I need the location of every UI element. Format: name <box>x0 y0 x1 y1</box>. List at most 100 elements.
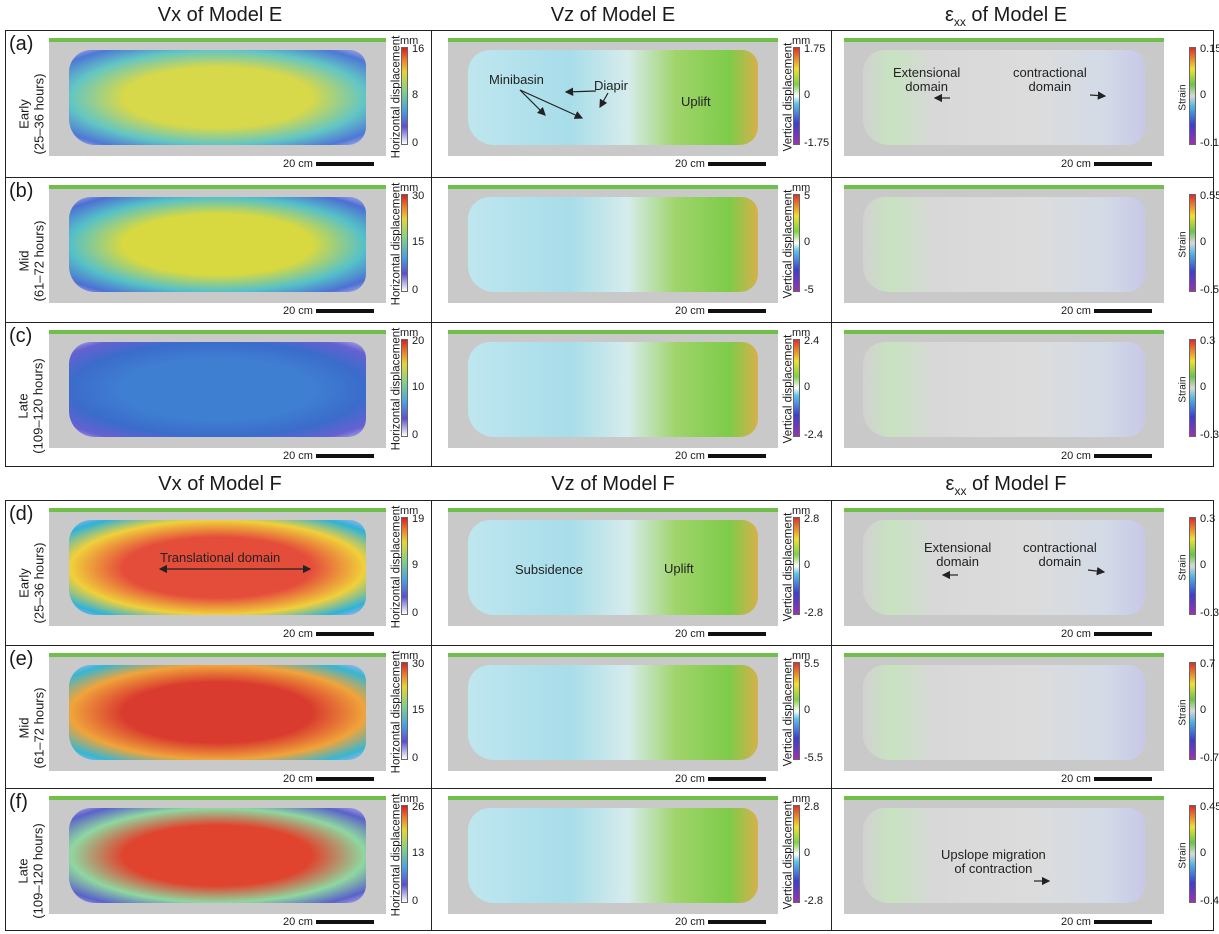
scale-line <box>707 309 766 313</box>
annotation-uplift-f: Uplift <box>664 561 694 576</box>
exx-axis-label: Strain <box>1176 796 1190 914</box>
stage-name: Late <box>16 858 31 884</box>
timestamp-bar <box>448 185 778 189</box>
colorbar-max: 16 <box>412 43 425 55</box>
colorbar-min: -0.7 <box>1200 752 1219 764</box>
exx-axis-label: Strain <box>1176 38 1190 156</box>
divider <box>431 31 432 466</box>
vx-map <box>49 185 386 303</box>
scale-label: 20 cm <box>1061 773 1091 785</box>
vz-map <box>448 330 778 448</box>
unit-label: mm <box>792 505 811 517</box>
title-exx-symbol: ε <box>944 4 954 26</box>
row-stage-label: Early (25–36 hours) <box>12 53 50 175</box>
scale-label: 20 cm <box>283 628 313 640</box>
stage-name: Mid <box>16 250 32 271</box>
vz-map <box>448 185 778 303</box>
colorbar-min: -0.3 <box>1200 607 1219 619</box>
timestamp-bar <box>844 508 1164 512</box>
timestamp-bar <box>844 38 1164 42</box>
axis-label-text: Strain <box>1177 698 1189 726</box>
scale-line <box>315 632 374 636</box>
annotation-subsidence: Subsidence <box>515 562 583 577</box>
colorbar-mid: 10 <box>412 381 425 393</box>
model-surface <box>467 49 759 146</box>
row-e: (e) Mid (61–72 hours) 20 cm Horizontal displ… <box>6 645 1219 788</box>
model-surface <box>69 519 366 616</box>
vz-colorbar <box>793 662 800 760</box>
colorbar-max: 0.7 <box>1200 658 1216 670</box>
model-e-block: (a) Early (25–36 hours) 20 cm Horizontal dis… <box>5 30 1219 467</box>
annotation-translational: Translational domain <box>160 550 281 565</box>
row-b: (b) Mid (61–72 hours) 20 cm Horizontal displ… <box>6 177 1219 322</box>
divider <box>831 501 832 930</box>
annotation-uplift: Uplift <box>681 94 711 109</box>
colorbar-min: 0 <box>412 895 419 907</box>
vz-colorbar <box>793 339 800 437</box>
scale-label: 20 cm <box>1061 450 1091 462</box>
scale-bar: 20 cm <box>1061 773 1152 785</box>
model-surface <box>69 49 366 146</box>
stage-hours: (61–72 hours) <box>31 220 47 301</box>
row-stage-label: Late (109–120 hours) <box>12 345 50 467</box>
unit-label: mm <box>400 505 419 517</box>
vz-map <box>448 38 778 156</box>
scale-label: 20 cm <box>675 450 705 462</box>
timestamp-bar <box>448 796 778 800</box>
annotation-line: of contraction <box>954 861 1033 876</box>
scale-label: 20 cm <box>1061 628 1091 640</box>
divider <box>431 501 432 930</box>
title-exx-rest: of Model E <box>965 4 1068 26</box>
row-stage-label: Early (25–36 hours) <box>12 523 50 643</box>
colorbar-max: 30 <box>412 658 425 670</box>
model-surface <box>69 196 366 293</box>
stage-hours: (109–120 hours) <box>31 358 46 454</box>
vz-colorbar <box>793 805 800 903</box>
row-a: (a) Early (25–36 hours) 20 cm Horizontal dis… <box>6 31 1219 177</box>
annotation-minibasin: Minibasin <box>489 72 544 87</box>
axis-label-text: Strain <box>1177 230 1189 258</box>
colorbar-mid: 8 <box>412 89 419 101</box>
scale-label: 20 cm <box>283 773 313 785</box>
axis-label-text: Strain <box>1177 841 1189 869</box>
vx-colorbar <box>401 47 408 145</box>
timestamp-bar <box>448 653 778 657</box>
annotation-contractional-e: contractional domain <box>1013 66 1087 94</box>
timestamp-bar <box>49 185 386 189</box>
annotation-contractional-f: contractional domain <box>1023 541 1097 569</box>
scale-line <box>315 920 374 924</box>
scale-label: 20 cm <box>675 773 705 785</box>
colorbar-max: 0.3 <box>1200 335 1216 347</box>
scale-label: 20 cm <box>283 158 313 170</box>
exx-colorbar <box>1189 47 1196 145</box>
timestamp-bar <box>844 653 1164 657</box>
stage-hours: (61–72 hours) <box>31 687 47 768</box>
colorbar-max: 30 <box>412 190 425 202</box>
annotation-line: domain <box>1038 554 1082 569</box>
title-exx-sub: xx <box>954 484 967 498</box>
vx-colorbar <box>401 662 408 760</box>
colorbar-min: 0 <box>412 137 419 149</box>
scale-bar: 20 cm <box>283 450 374 462</box>
annotation-line: Extensional <box>893 65 961 80</box>
colorbar-mid: 0 <box>804 236 811 248</box>
title-vx-model-e: Vx of Model E <box>157 4 283 26</box>
scale-label: 20 cm <box>675 916 705 928</box>
row-f: (f) Late (109–120 hours) 20 cm Horizontal di… <box>6 788 1219 932</box>
scale-line <box>707 920 766 924</box>
stage-name: Early <box>16 99 32 129</box>
colorbar-min: -0.15 <box>1200 137 1219 149</box>
annotation-line: Upslope migration <box>941 847 1046 862</box>
scale-label: 20 cm <box>675 158 705 170</box>
scale-label: 20 cm <box>283 916 313 928</box>
colorbar-max: 0.55 <box>1200 190 1219 202</box>
scale-bar: 20 cm <box>675 305 766 317</box>
colorbar-max: 0.3 <box>1200 513 1216 525</box>
vz-map <box>448 796 778 914</box>
vx-map <box>49 330 386 448</box>
title-exx-model-e: εxx of Model E <box>826 4 1186 29</box>
colorbar-min: -5.5 <box>804 752 823 764</box>
scale-bar: 20 cm <box>675 450 766 462</box>
annotation-line: domain <box>905 79 948 94</box>
timestamp-bar <box>844 185 1164 189</box>
